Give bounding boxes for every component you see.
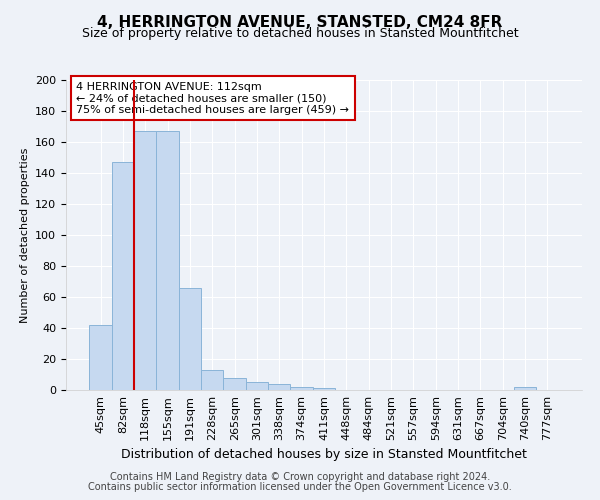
- Bar: [179, 288, 201, 390]
- Bar: [157, 131, 179, 390]
- Y-axis label: Number of detached properties: Number of detached properties: [20, 148, 29, 322]
- Text: Size of property relative to detached houses in Stansted Mountfitchet: Size of property relative to detached ho…: [82, 28, 518, 40]
- Text: Contains HM Land Registry data © Crown copyright and database right 2024.: Contains HM Land Registry data © Crown c…: [110, 472, 490, 482]
- Bar: [514, 387, 536, 390]
- Bar: [201, 370, 223, 390]
- Bar: [246, 382, 268, 390]
- Bar: [290, 387, 313, 390]
- Bar: [223, 378, 246, 390]
- Bar: [112, 162, 134, 390]
- Text: 4, HERRINGTON AVENUE, STANSTED, CM24 8FR: 4, HERRINGTON AVENUE, STANSTED, CM24 8FR: [97, 15, 503, 30]
- Text: 4 HERRINGTON AVENUE: 112sqm
← 24% of detached houses are smaller (150)
75% of se: 4 HERRINGTON AVENUE: 112sqm ← 24% of det…: [76, 82, 349, 115]
- Bar: [268, 384, 290, 390]
- Bar: [134, 131, 157, 390]
- X-axis label: Distribution of detached houses by size in Stansted Mountfitchet: Distribution of detached houses by size …: [121, 448, 527, 462]
- Bar: [89, 325, 112, 390]
- Text: Contains public sector information licensed under the Open Government Licence v3: Contains public sector information licen…: [88, 482, 512, 492]
- Bar: [313, 388, 335, 390]
